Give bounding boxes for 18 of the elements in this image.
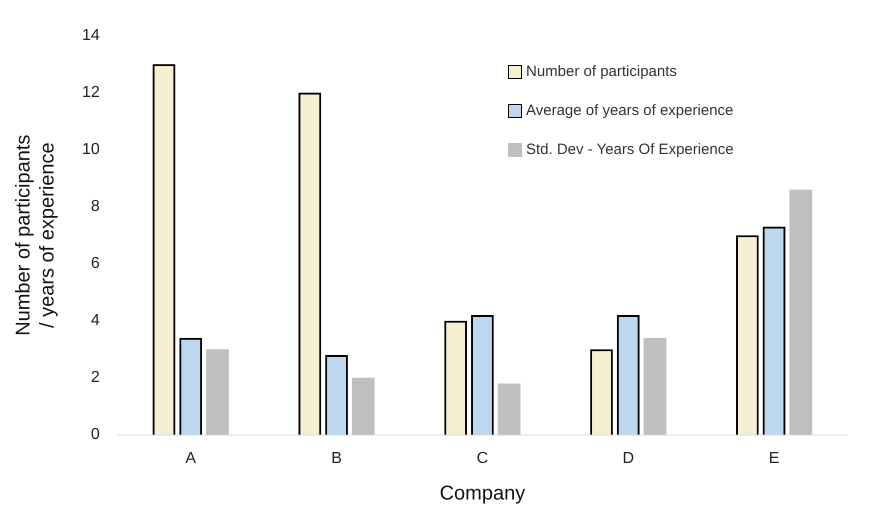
legend-label: Average of years of experience [526, 102, 734, 119]
legend-label: Number of participants [526, 63, 677, 80]
x-tick-label: B [331, 450, 342, 467]
x-tick-label: A [185, 450, 196, 467]
y-tick-label: 0 [90, 426, 100, 444]
x-tick-label: D [622, 450, 634, 467]
y-axis-title: Number of participants / years of experience [12, 134, 59, 336]
y-tick-label: 10 [82, 141, 100, 158]
y-tick-label: 6 [90, 255, 100, 272]
y-tick-label: 8 [90, 198, 100, 216]
x-tick-label: E [768, 450, 780, 467]
y-tick-label: 4 [90, 312, 100, 330]
y-tick-label: 14 [82, 27, 100, 44]
x-tick-label: C [476, 450, 488, 467]
y-tick-label: 12 [82, 84, 100, 102]
x-axis-title: Company [440, 482, 526, 505]
legend-label: Std. Dev - Years Of Experience [526, 141, 734, 158]
y-tick-label: 2 [90, 369, 100, 386]
